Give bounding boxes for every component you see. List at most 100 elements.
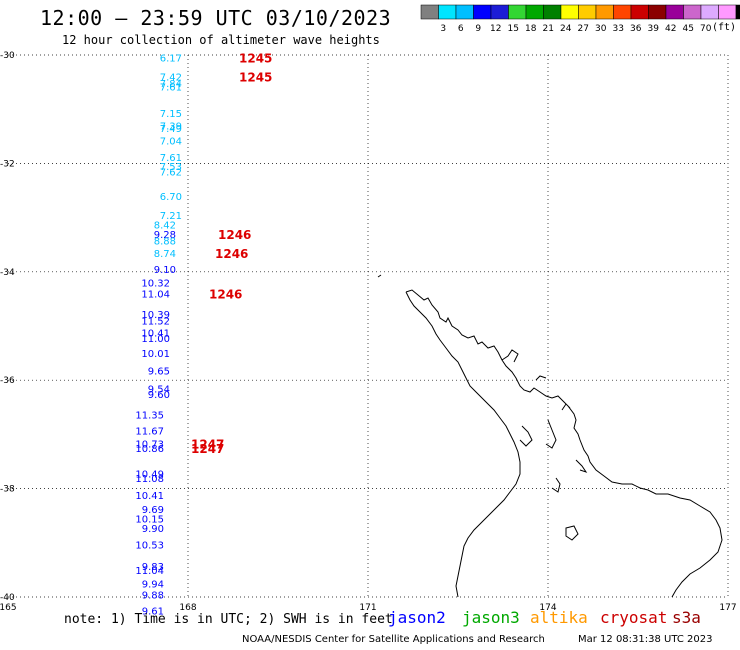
colorbar-swatch <box>648 4 667 20</box>
lat-tick-label: -34 <box>0 268 15 278</box>
colorbar-swatch <box>613 4 632 20</box>
colorbar-tick-label: 27 <box>578 24 589 34</box>
colorbar-swatch <box>490 4 509 20</box>
pass-time-label: 1246 <box>218 228 251 242</box>
mission-label-s3a: s3a <box>672 608 701 627</box>
swh-value-label: 10.39 <box>141 310 170 321</box>
swh-value-label: 10.86 <box>135 444 164 455</box>
lon-tick-label: 174 <box>539 603 556 613</box>
swh-value-label: 8.42 <box>154 221 176 232</box>
swh-value-label: 9.83 <box>142 562 164 573</box>
swh-value-label: 11.04 <box>141 289 170 300</box>
swh-value-label: 7.15 <box>160 109 182 120</box>
colorbar-tick-label: 45 <box>683 24 694 34</box>
mission-label-jason3: jason3 <box>462 608 520 627</box>
pass-time-label: 1245 <box>239 52 272 66</box>
lat-tick-label: -38 <box>0 485 15 495</box>
footer-note: note: 1) Time is in UTC; 2) SWH is in fe… <box>64 612 393 627</box>
colorbar-swatch <box>595 4 614 20</box>
colorbar-tick-label: 6 <box>458 24 464 34</box>
colorbar-tick-label: 15 <box>508 24 519 34</box>
swh-value-label: 9.61 <box>142 607 164 618</box>
swh-value-label: 9.88 <box>142 590 164 601</box>
swh-value-label: 7.42 <box>160 73 182 84</box>
swh-value-label: 10.49 <box>135 469 164 480</box>
mission-label-cryosat: cryosat <box>600 608 668 627</box>
swh-value-label: 7.84 <box>160 79 182 90</box>
colorbar-tick-label: 24 <box>560 24 572 34</box>
swh-value-label: 6.70 <box>160 192 182 203</box>
north-island-coastline <box>377 274 723 598</box>
lat-tick-label: -30 <box>0 51 15 61</box>
colorbar-tick-label: 36 <box>630 24 642 34</box>
swh-value-label: 10.15 <box>135 514 164 525</box>
colorbar-tick-label: 3 <box>440 24 446 34</box>
colorbar-tick-label: 12 <box>490 24 501 34</box>
swh-value-label: 11.04 <box>135 566 164 577</box>
colorbar-swatch <box>455 4 474 20</box>
lat-tick-label: -36 <box>0 376 15 386</box>
swh-value-label: 7.39 <box>160 121 182 132</box>
swh-value-label: 11.35 <box>135 410 164 421</box>
lat-tick-label: -40 <box>0 593 15 603</box>
colorbar-swatch <box>735 4 740 20</box>
swh-value-label: 10.41 <box>135 491 164 502</box>
pass-time-label: 1246 <box>209 287 242 301</box>
swh-value-label: 7.61 <box>160 153 182 164</box>
colorbar-swatch <box>700 4 719 20</box>
swh-value-label: 9.54 <box>148 384 170 395</box>
swh-value-label: 11.67 <box>135 427 164 438</box>
colorbar-tick-label: 39 <box>648 24 660 34</box>
coastline <box>377 274 723 598</box>
swh-value-label: 11.52 <box>141 317 170 328</box>
chart-title: 12:00 – 23:59 UTC 03/10/2023 <box>40 6 392 30</box>
swh-value-label: 9.90 <box>142 524 164 535</box>
footer-timestamp: Mar 12 08:31:38 UTC 2023 <box>578 634 713 645</box>
swh-value-label: 9.94 <box>142 579 164 590</box>
swh-value-label: 7.49 <box>160 124 182 135</box>
swh-value-label: 11.00 <box>141 334 170 345</box>
colorbar-tick-label: 70 <box>700 24 712 34</box>
chart-subtitle: 12 hour collection of altimeter wave hei… <box>62 33 380 47</box>
lon-tick-label: 171 <box>359 603 376 613</box>
swh-value-label: 11.08 <box>135 474 164 485</box>
colorbar-tick-label: 9 <box>475 24 481 34</box>
swh-value-label: 9.65 <box>148 366 170 377</box>
colorbar-tick-label: 21 <box>543 24 554 34</box>
swh-value-label: 10.73 <box>135 440 164 451</box>
pass-time-label: 1247 <box>191 438 224 452</box>
pass-time-label: 1246 <box>215 247 248 261</box>
swh-value-label: 8.88 <box>154 236 176 247</box>
colorbar-unit: (ft) <box>712 22 737 33</box>
swh-value-label: 10.32 <box>141 279 170 290</box>
colorbar-tick-label: 42 <box>665 24 676 34</box>
colorbar-swatch <box>438 4 457 20</box>
lon-tick-label: 168 <box>179 603 196 613</box>
colorbar-tick-label: 30 <box>595 24 607 34</box>
swh-value-label: 7.04 <box>160 137 182 148</box>
pass-time-label: 1247 <box>191 442 224 456</box>
pass-time-label: 1245 <box>239 71 272 85</box>
swh-value-label: 9.69 <box>142 505 164 516</box>
colorbar-swatch <box>560 4 579 20</box>
colorbar-swatch <box>683 4 702 20</box>
swh-value-label: 10.01 <box>141 349 170 360</box>
swh-value-label: 7.61 <box>160 82 182 93</box>
colorbar-swatch <box>665 4 684 20</box>
swh-value-label: 8.74 <box>154 249 176 260</box>
lon-tick-label: 177 <box>719 603 736 613</box>
colorbar: 3 6 9 12 15 18 21 24 27 30 33 36 39 42 45 70 <box>420 4 740 34</box>
swh-value-label: 10.41 <box>141 329 170 340</box>
colorbar-tick-label: 18 <box>525 24 537 34</box>
swh-value-label: 9.10 <box>154 265 176 276</box>
colorbar-swatch <box>508 4 527 20</box>
colorbar-swatch <box>420 4 439 20</box>
swh-value-label: 9.60 <box>148 390 170 401</box>
swh-value-label: 7.53 <box>160 162 182 173</box>
colorbar-swatch <box>630 4 649 20</box>
swh-value-label: 10.53 <box>135 540 164 551</box>
colorbar-tick-label: 33 <box>613 24 624 34</box>
colorbar-swatch <box>525 4 544 20</box>
